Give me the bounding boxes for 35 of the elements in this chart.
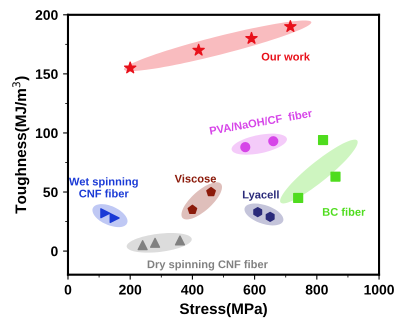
x-tick-label: 800	[306, 284, 328, 295]
x-tick-label: 600	[244, 284, 266, 295]
series-label: BC fiber	[322, 208, 366, 216]
y-tick-label: 150	[36, 69, 58, 80]
x-tick-label: 200	[119, 284, 142, 295]
series-label: Lyacell	[242, 190, 279, 201]
x-tick-label: 0	[64, 284, 72, 295]
point	[268, 136, 278, 146]
point	[253, 207, 262, 218]
point	[293, 192, 304, 204]
y-tick-label: 50	[43, 187, 58, 198]
series-label: Dry spinning CNF fiber	[148, 260, 268, 270]
point	[245, 32, 258, 44]
point	[124, 61, 136, 74]
series-label: Our work	[262, 52, 310, 61]
y-axis-title: Toughness(MJ/m$^{3}$)	[12, 76, 30, 214]
point	[266, 212, 275, 222]
point	[174, 235, 186, 246]
point	[240, 142, 250, 152]
point	[330, 172, 341, 182]
point	[192, 44, 205, 56]
point	[138, 240, 148, 250]
y-tick-label: 100	[36, 128, 58, 138]
x-axis-title: Stress(MPa)	[180, 302, 267, 318]
point	[206, 186, 216, 196]
series-label: Viscose	[174, 174, 216, 183]
point	[284, 20, 297, 32]
x-tick-label: 400	[181, 284, 204, 295]
point	[150, 238, 160, 248]
y-tick-label: 200	[36, 10, 58, 20]
point	[188, 204, 198, 214]
x-tick-label: 1000	[364, 284, 394, 295]
series-label: Wet spinning CNF fiber	[68, 177, 138, 198]
y-tick-label: 0	[51, 246, 58, 256]
point	[318, 134, 328, 146]
